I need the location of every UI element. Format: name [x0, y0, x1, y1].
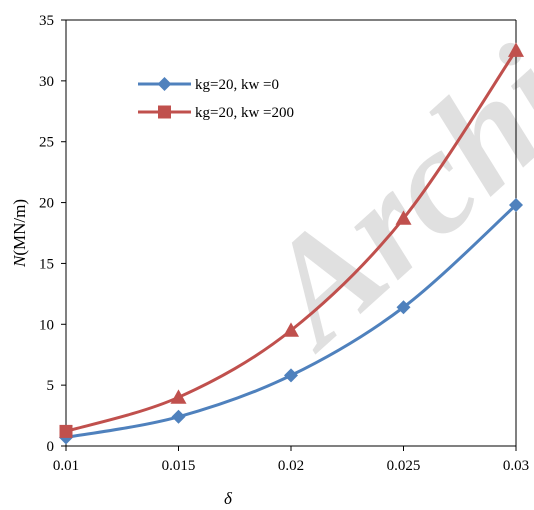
data-point	[508, 42, 524, 57]
data-point	[171, 409, 186, 424]
y-tick-label: 10	[39, 317, 54, 333]
series-layer	[59, 42, 524, 445]
legend-label: kg=20, kw =0	[195, 77, 279, 93]
y-axis-ticks: 0 5 10 15 20 25 30 35	[39, 13, 66, 455]
y-tick-label: 25	[39, 135, 54, 151]
y-tick-label: 30	[39, 74, 54, 90]
legend-entry-1: kg=20, kw =0	[138, 77, 279, 93]
series-2-line	[65, 49, 518, 433]
y-axis-title-unit: (MN/m)	[10, 199, 29, 256]
data-point	[284, 368, 298, 383]
data-point	[395, 210, 412, 225]
y-tick-label: 35	[39, 13, 54, 29]
series-2	[59, 42, 524, 438]
x-tick-label: 0.015	[162, 458, 196, 474]
y-tick-label: 20	[39, 196, 54, 212]
data-point	[396, 300, 411, 315]
legend-marker	[157, 77, 172, 91]
x-tick-label: 0.03	[503, 458, 529, 474]
data-point	[59, 424, 73, 438]
x-tick-label: 0.01	[53, 458, 79, 474]
y-tick-label: 0	[47, 439, 55, 455]
legend-label: kg=20, kw =200	[195, 105, 294, 121]
series-1-line	[65, 203, 518, 439]
x-axis-ticks: 0.01 0.015 0.02 0.025 0.03	[53, 446, 529, 474]
data-point	[283, 322, 299, 337]
legend-entry-2: kg=20, kw =200	[138, 105, 294, 121]
y-axis-title: N(MN/m)	[10, 199, 29, 268]
x-axis-title: δ	[224, 489, 233, 508]
data-point	[509, 198, 523, 213]
y-tick-label: 15	[39, 256, 54, 272]
legend: kg=20, kw =0 kg=20, kw =200	[138, 77, 294, 121]
y-axis-title-variable: N	[10, 254, 29, 268]
legend-marker	[158, 105, 171, 119]
y-tick-label: 5	[47, 378, 55, 394]
data-point	[170, 389, 187, 404]
x-tick-label: 0.025	[387, 458, 421, 474]
x-tick-label: 0.02	[278, 458, 304, 474]
